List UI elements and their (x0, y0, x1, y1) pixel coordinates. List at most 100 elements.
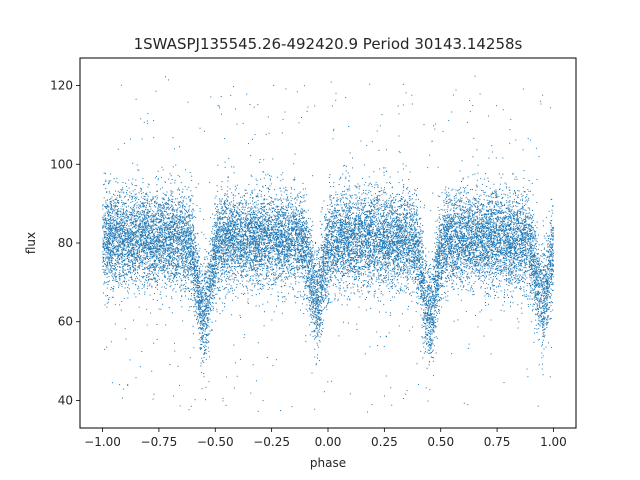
data-point (437, 251, 438, 253)
data-point (485, 195, 487, 197)
data-point (172, 273, 174, 275)
data-point (268, 222, 269, 224)
data-point (340, 229, 342, 231)
data-point (506, 221, 508, 223)
data-point (357, 216, 359, 218)
data-point (212, 272, 213, 274)
data-point (120, 242, 122, 244)
data-point (312, 306, 314, 308)
data-point (279, 236, 281, 238)
data-point (243, 252, 245, 253)
data-point (400, 229, 402, 231)
data-point (302, 217, 304, 219)
data-point (411, 234, 413, 236)
data-point (232, 270, 234, 272)
data-point (336, 269, 338, 271)
data-point (547, 322, 549, 324)
data-point (294, 242, 296, 244)
data-point (367, 256, 369, 258)
data-point (192, 224, 194, 226)
data-point (200, 343, 202, 345)
data-point (353, 244, 354, 245)
data-point (402, 259, 404, 260)
data-point (216, 293, 218, 295)
data-point (351, 229, 353, 231)
data-point (362, 206, 363, 208)
data-point (356, 269, 358, 271)
data-point (254, 267, 256, 269)
data-point (267, 248, 269, 250)
data-point (337, 193, 339, 195)
data-point (181, 191, 183, 193)
data-point (467, 283, 469, 285)
data-point (214, 273, 216, 275)
data-point (299, 228, 301, 230)
data-point (215, 226, 217, 228)
data-point (380, 274, 382, 276)
data-point (280, 225, 281, 227)
data-point (460, 222, 462, 224)
data-point (198, 320, 199, 322)
data-point (487, 293, 489, 295)
data-point (410, 213, 412, 215)
data-point (125, 212, 127, 214)
data-point (265, 248, 267, 250)
data-point (192, 223, 194, 225)
data-point (249, 279, 251, 281)
data-point (366, 239, 367, 241)
data-point (406, 287, 407, 289)
data-point (289, 251, 291, 252)
data-point (213, 264, 215, 266)
data-point (130, 232, 131, 234)
data-point (383, 253, 385, 255)
data-point (185, 251, 187, 253)
data-point (533, 341, 535, 343)
data-point (408, 198, 410, 200)
data-point (401, 266, 403, 268)
data-point (481, 309, 483, 311)
data-point (208, 341, 210, 343)
data-point (433, 320, 435, 322)
data-point (433, 316, 435, 318)
data-point (488, 243, 490, 245)
data-point (520, 223, 522, 224)
data-point (406, 238, 408, 240)
data-point (133, 262, 135, 264)
data-point (132, 224, 134, 226)
data-point (271, 266, 273, 268)
data-point (436, 314, 437, 316)
data-point (259, 280, 260, 281)
data-point (466, 230, 468, 232)
data-point (222, 230, 224, 231)
data-point (200, 289, 202, 291)
data-point (155, 220, 157, 222)
data-point (161, 220, 162, 222)
data-point (334, 240, 335, 241)
data-point (404, 234, 406, 236)
data-point (412, 260, 414, 262)
data-point (300, 235, 302, 237)
data-point (373, 207, 375, 209)
data-point (172, 220, 174, 222)
data-point (309, 280, 311, 282)
data-point (458, 266, 460, 268)
data-point (210, 279, 212, 281)
data-point (521, 220, 523, 222)
data-point (408, 196, 410, 198)
data-point (434, 307, 436, 309)
data-point (481, 233, 483, 235)
data-point (164, 235, 165, 237)
data-point (393, 220, 395, 221)
data-point (196, 300, 197, 302)
data-point (396, 224, 398, 226)
data-point (500, 253, 502, 255)
data-point (537, 299, 539, 301)
data-point (149, 205, 150, 207)
data-point (523, 228, 525, 230)
data-point (135, 284, 137, 286)
data-point (547, 288, 549, 290)
data-point (113, 279, 115, 281)
data-point (504, 243, 506, 244)
data-point (373, 250, 375, 252)
data-point (316, 321, 318, 323)
